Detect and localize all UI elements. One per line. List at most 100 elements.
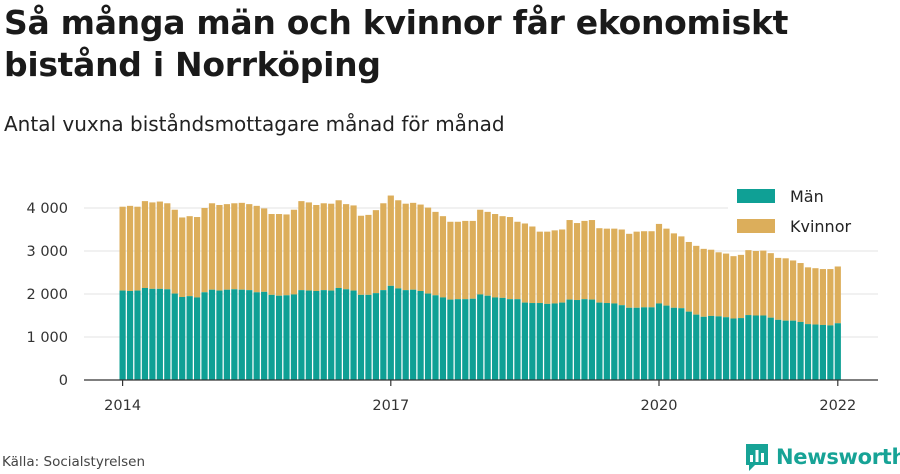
- chart-bars: [119, 195, 841, 380]
- brand-logo[interactable]: Newsworthy: [744, 440, 900, 474]
- bar-men: [566, 299, 573, 380]
- bar-men: [648, 307, 655, 380]
- bar-women: [432, 211, 439, 296]
- bar-women: [514, 221, 521, 300]
- bar-men: [715, 316, 722, 380]
- bar-women: [402, 203, 409, 291]
- bar-women: [410, 202, 417, 290]
- bar-men: [462, 299, 469, 380]
- bar-men: [357, 294, 365, 380]
- bar-men: [618, 305, 625, 380]
- bar-men: [700, 316, 707, 380]
- bar-men: [350, 290, 357, 380]
- bar-women: [626, 233, 633, 308]
- bar-women: [343, 204, 350, 290]
- bar-men: [410, 289, 417, 380]
- bar-men: [253, 292, 260, 380]
- bar-women: [194, 217, 201, 298]
- bar-women: [559, 229, 566, 303]
- bar-men: [179, 297, 186, 380]
- bar-women: [678, 236, 685, 309]
- bar-men: [506, 299, 514, 380]
- bar-men: [231, 289, 238, 380]
- bar-women: [454, 221, 461, 300]
- bar-women: [238, 202, 245, 290]
- bar-men: [484, 295, 491, 380]
- bar-women: [767, 253, 774, 318]
- bar-men: [603, 303, 610, 380]
- bar-women: [722, 253, 730, 318]
- bar-men: [134, 290, 141, 380]
- bar-men: [722, 317, 730, 380]
- bar-men: [194, 297, 201, 380]
- bar-men: [380, 290, 387, 380]
- bar-men: [328, 290, 335, 380]
- brand-name: Newsworthy: [776, 445, 900, 469]
- bar-men: [320, 290, 327, 380]
- bar-women: [365, 214, 372, 295]
- bar-women: [745, 250, 752, 316]
- x-tick-label: 2014: [104, 398, 141, 414]
- bar-men: [305, 290, 312, 380]
- bar-women: [790, 260, 797, 321]
- bar-men: [551, 303, 558, 380]
- bar-women: [708, 249, 715, 316]
- bar-men: [730, 318, 737, 380]
- bar-men: [708, 315, 715, 380]
- y-tick-label: 3 000: [26, 244, 68, 260]
- bar-women: [581, 220, 588, 300]
- bar-men: [767, 317, 774, 380]
- bar-men: [164, 289, 171, 380]
- bar-men: [268, 294, 275, 380]
- bar-women: [469, 220, 476, 299]
- bar-men: [804, 324, 812, 380]
- bar-men: [290, 294, 298, 380]
- bar-women: [670, 233, 677, 308]
- bar-women: [730, 256, 737, 319]
- y-tick-label: 4 000: [26, 201, 68, 217]
- bar-men: [126, 290, 134, 380]
- bar-men: [477, 294, 484, 380]
- bar-women: [834, 266, 841, 324]
- bar-women: [350, 205, 357, 291]
- bar-women: [246, 204, 253, 291]
- bar-women: [663, 228, 670, 306]
- bar-women: [573, 223, 581, 301]
- bar-women: [328, 203, 335, 291]
- bar-men: [760, 315, 767, 380]
- bar-men: [663, 305, 670, 380]
- chart-axes: 0 1 000 2 000 3 000 4 000 2014 2017 2020 2022: [26, 201, 878, 414]
- bar-men: [819, 324, 826, 380]
- bar-women: [261, 208, 268, 292]
- bar-men: [156, 288, 163, 380]
- bar-men: [432, 295, 439, 380]
- bar-women: [447, 221, 454, 300]
- bar-women: [596, 228, 603, 303]
- source-note: Källa: Socialstyrelsen: [2, 454, 146, 470]
- bar-women: [179, 217, 186, 298]
- bar-women: [335, 200, 342, 288]
- bar-men: [492, 297, 499, 380]
- bar-men: [283, 295, 290, 380]
- bar-men: [499, 297, 506, 380]
- bar-women: [797, 263, 804, 322]
- bar-women: [529, 226, 536, 304]
- bar-women: [804, 267, 812, 325]
- bar-men: [335, 287, 342, 380]
- bar-men: [573, 300, 581, 380]
- bar-men: [417, 290, 424, 380]
- bar-women: [186, 216, 193, 297]
- bar-women: [492, 214, 499, 298]
- bar-men: [693, 314, 700, 380]
- bar-women: [611, 228, 618, 304]
- bar-women: [499, 216, 506, 298]
- bar-women: [156, 201, 163, 289]
- bar-men: [208, 289, 216, 380]
- x-tick-label: 2022: [819, 398, 856, 414]
- bar-men: [737, 318, 745, 380]
- bar-men: [745, 315, 752, 380]
- bar-women: [268, 214, 275, 295]
- bar-women: [477, 209, 484, 295]
- bar-women: [380, 203, 387, 291]
- bar-men: [588, 299, 596, 380]
